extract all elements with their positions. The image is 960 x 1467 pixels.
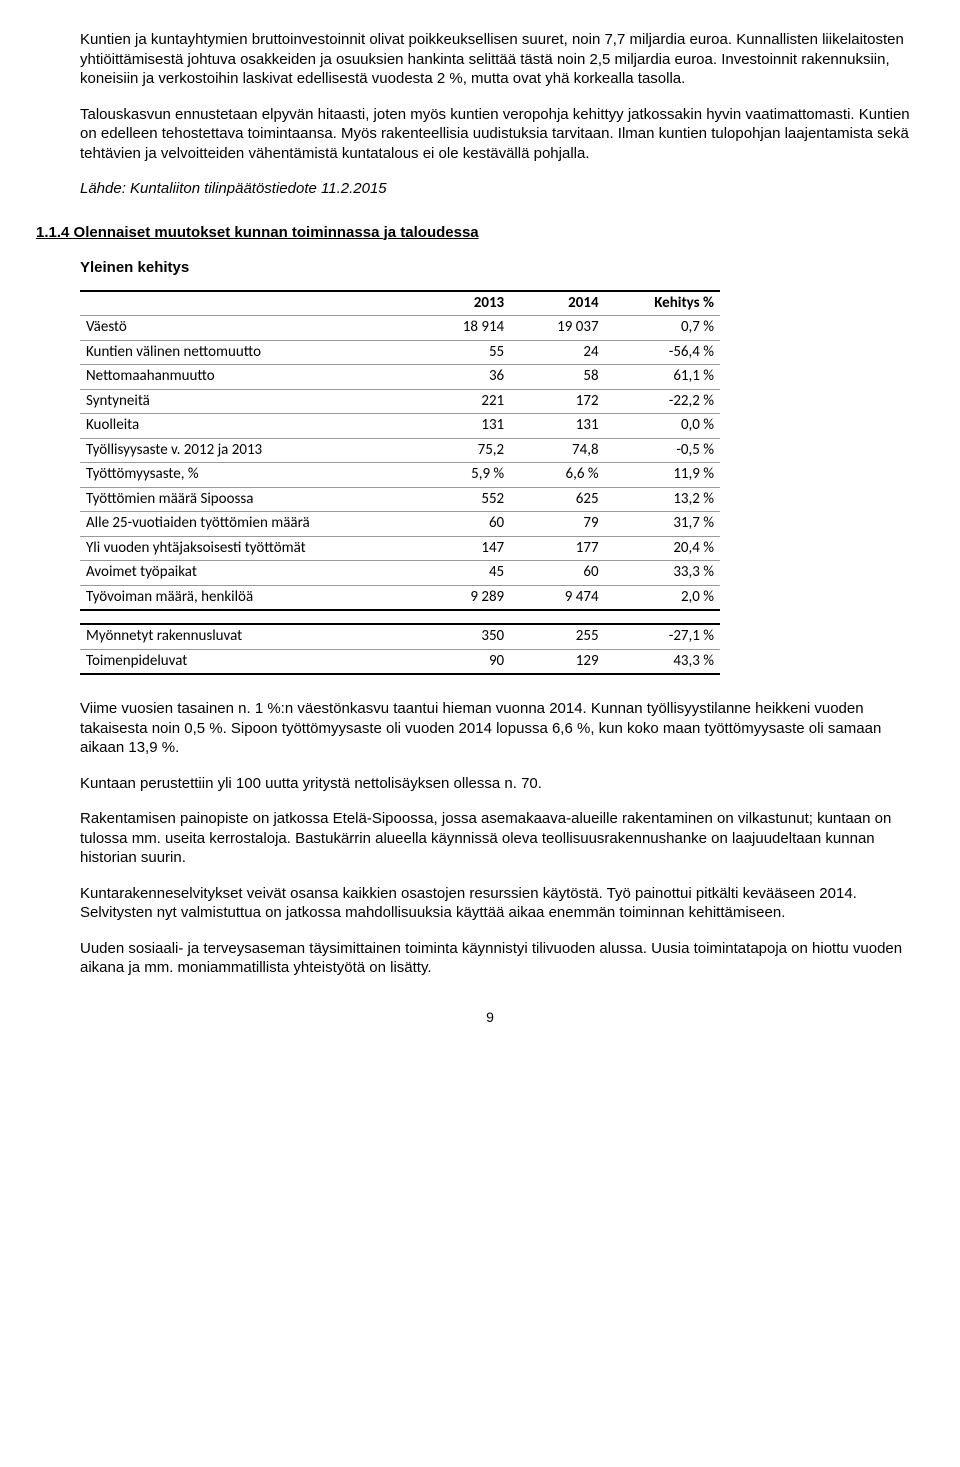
paragraph-6: Rakentamisen painopiste on jatkossa Etel… [80,809,920,868]
table-cell: 177 [510,536,604,561]
table-cell: 131 [416,414,510,439]
table-cell: Alle 25-vuotiaiden työttömien määrä [80,512,416,537]
table-row: Työvoiman määrä, henkilöä9 2899 4742,0 % [80,585,720,610]
table-row: Nettomaahanmuutto365861,1 % [80,365,720,390]
table-row: Myönnetyt rakennusluvat350255-27,1 % [80,624,720,649]
source-line: Lähde: Kuntaliiton tilinpäätöstiedote 11… [80,179,920,199]
table-cell: 221 [416,389,510,414]
paragraph-5: Kuntaan perustettiin yli 100 uutta yrity… [80,774,920,794]
table-row: Avoimet työpaikat456033,3 % [80,561,720,586]
table-cell: 0,0 % [605,414,720,439]
table-cell: Syntyneitä [80,389,416,414]
table-cell: 0,7 % [605,316,720,341]
table-cell: 147 [416,536,510,561]
table-cell: 20,4 % [605,536,720,561]
table-header-row: 2013 2014 Kehitys % [80,291,720,316]
table-cell: -22,2 % [605,389,720,414]
table-cell: -56,4 % [605,340,720,365]
table-cell: 19 037 [510,316,604,341]
col-header [80,291,416,316]
table-cell: 75,2 [416,438,510,463]
page-number: 9 [60,1008,920,1026]
col-header: Kehitys % [605,291,720,316]
table-cell: 33,3 % [605,561,720,586]
table-row: Kuntien välinen nettomuutto5524-56,4 % [80,340,720,365]
table-cell: 18 914 [416,316,510,341]
table-cell: 11,9 % [605,463,720,488]
table-cell: 9 474 [510,585,604,610]
table-row: Alle 25-vuotiaiden työttömien määrä60793… [80,512,720,537]
table-cell: Työllisyysaste v. 2012 ja 2013 [80,438,416,463]
table-cell: 131 [510,414,604,439]
table-cell: Toimenpideluvat [80,649,416,674]
table-cell: 5,9 % [416,463,510,488]
table-cell: Yli vuoden yhtäjaksoisesti työttömät [80,536,416,561]
table-row: Väestö18 91419 0370,7 % [80,316,720,341]
table-cell: 552 [416,487,510,512]
table-permits: Myönnetyt rakennusluvat350255-27,1 %Toim… [80,623,720,675]
table-general: 2013 2014 Kehitys % Väestö18 91419 0370,… [80,290,720,612]
table-cell: Kuolleita [80,414,416,439]
table-cell: 350 [416,624,510,649]
table-cell: 60 [416,512,510,537]
table-cell: 6,6 % [510,463,604,488]
col-header: 2013 [416,291,510,316]
table-cell: 625 [510,487,604,512]
col-header: 2014 [510,291,604,316]
table-cell: 9 289 [416,585,510,610]
table-cell: 255 [510,624,604,649]
table-cell: Työttömyysaste, % [80,463,416,488]
table-cell: 24 [510,340,604,365]
table-cell: 60 [510,561,604,586]
table-cell: 2,0 % [605,585,720,610]
paragraph-7: Kuntarakenneselvitykset veivät osansa ka… [80,884,920,923]
table-cell: 61,1 % [605,365,720,390]
table-cell: -27,1 % [605,624,720,649]
table-cell: 172 [510,389,604,414]
table-row: Työttömien määrä Sipoossa55262513,2 % [80,487,720,512]
table-cell: Myönnetyt rakennusluvat [80,624,416,649]
sub-heading: Yleinen kehitys [80,258,920,278]
table-cell: Työttömien määrä Sipoossa [80,487,416,512]
table-cell: 55 [416,340,510,365]
table-cell: Nettomaahanmuutto [80,365,416,390]
table-cell: 31,7 % [605,512,720,537]
table-row: Toimenpideluvat9012943,3 % [80,649,720,674]
table-cell: Väestö [80,316,416,341]
table-row: Työttömyysaste, %5,9 %6,6 %11,9 % [80,463,720,488]
table-cell: 129 [510,649,604,674]
table-row: Kuolleita1311310,0 % [80,414,720,439]
table-cell: 90 [416,649,510,674]
table-cell: Kuntien välinen nettomuutto [80,340,416,365]
paragraph-1: Kuntien ja kuntayhtymien bruttoinvestoin… [80,30,920,89]
table-cell: 36 [416,365,510,390]
table-cell: Työvoiman määrä, henkilöä [80,585,416,610]
table-cell: 43,3 % [605,649,720,674]
paragraph-8: Uuden sosiaali- ja terveysaseman täysimi… [80,939,920,978]
paragraph-4: Viime vuosien tasainen n. 1 %:n väestönk… [80,699,920,758]
table-cell: 74,8 [510,438,604,463]
table-cell: 45 [416,561,510,586]
table-cell: 13,2 % [605,487,720,512]
table-cell: 58 [510,365,604,390]
section-heading: 1.1.4 Olennaiset muutokset kunnan toimin… [36,223,920,243]
table-row: Yli vuoden yhtäjaksoisesti työttömät1471… [80,536,720,561]
table-cell: 79 [510,512,604,537]
table-cell: -0,5 % [605,438,720,463]
paragraph-2: Talouskasvun ennustetaan elpyvän hitaast… [80,105,920,164]
table-cell: Avoimet työpaikat [80,561,416,586]
table-row: Työllisyysaste v. 2012 ja 201375,274,8-0… [80,438,720,463]
table-row: Syntyneitä221172-22,2 % [80,389,720,414]
